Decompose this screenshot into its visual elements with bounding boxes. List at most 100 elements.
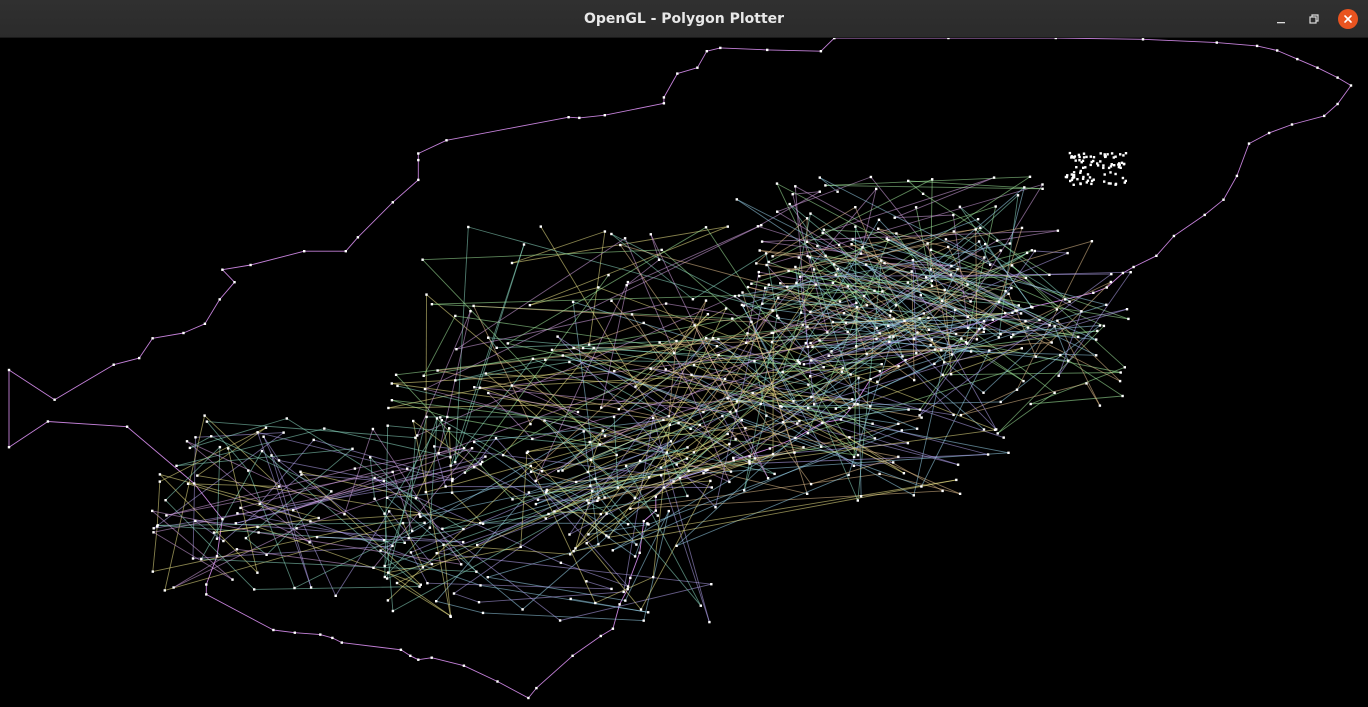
polygon-vertex (476, 544, 478, 546)
polygon-vertex (634, 555, 636, 557)
polygon-vertex (204, 323, 206, 325)
polygon-vertex (721, 415, 723, 417)
polygon-vertex (705, 337, 707, 339)
polygon-vertex (744, 427, 746, 429)
polygon-vertex (657, 514, 659, 516)
polygon-vertex (596, 500, 598, 502)
polygon-vertex (253, 588, 255, 590)
titlebar[interactable]: OpenGL - Polygon Plotter (0, 0, 1368, 38)
gl-canvas[interactable] (1, 38, 1367, 703)
polygon-vertex (959, 206, 961, 208)
polygon-vertex (1010, 336, 1012, 338)
polygon-vertex (907, 180, 909, 182)
polygon-vertex (955, 479, 957, 481)
polygon-vertex (913, 338, 915, 340)
polygon-vertex (930, 249, 932, 251)
polygon-vertex (1074, 155, 1076, 157)
polygon-vertex (716, 345, 718, 347)
maximize-button[interactable] (1304, 9, 1324, 29)
polygon-vertex (578, 117, 580, 119)
polygon-vertex (807, 346, 809, 348)
polygon-vertex (911, 270, 913, 272)
polygon-vertex (782, 421, 784, 423)
polygon-vertex (780, 406, 782, 408)
polygon-edge (432, 658, 464, 666)
polygon-vertex (473, 466, 475, 468)
polygon-edge (165, 416, 205, 591)
polygon-vertex (454, 461, 456, 463)
polygon-vertex (572, 347, 574, 349)
polygon-vertex (575, 481, 577, 483)
polygon-vertex (743, 489, 745, 491)
polygon-vertex (431, 303, 433, 305)
polygon-vertex (765, 264, 767, 266)
polygon-vertex (869, 378, 871, 380)
polygon-vertex (982, 392, 984, 394)
polygon-edge (1056, 38, 1143, 39)
polygon-vertex (318, 517, 320, 519)
minimize-button[interactable] (1271, 9, 1291, 29)
polygon-edge (55, 365, 114, 400)
polygon-vertex (404, 542, 406, 544)
polygon-vertex (262, 436, 264, 438)
polygon-vertex (655, 509, 657, 511)
polygon-vertex (1031, 249, 1033, 251)
polygon-vertex (478, 601, 480, 603)
polygon-vertex (1093, 156, 1095, 158)
polygon-vertex (627, 588, 629, 590)
polygon-vertex (441, 528, 443, 530)
polygon-vertex (663, 486, 665, 488)
polygon-vertex (869, 405, 871, 407)
polygon-vertex (422, 566, 424, 568)
polygon-vertex (811, 346, 813, 348)
polygon-vertex (1216, 41, 1218, 43)
polygon-vertex (571, 655, 573, 657)
polygon-vertex (236, 512, 238, 514)
polygon-vertex (464, 471, 466, 473)
polygon-vertex (463, 665, 465, 667)
polygon-vertex (913, 379, 915, 381)
polygon-vertex (557, 470, 559, 472)
polygon-vertex (182, 332, 184, 334)
polygon-vertex (1035, 355, 1037, 357)
polygon-vertex (759, 249, 761, 251)
polygon-vertex (853, 465, 855, 467)
polygon-vertex (881, 363, 883, 365)
polygon-vertex (894, 217, 896, 219)
polygon-vertex (677, 422, 679, 424)
polygon-edge (474, 467, 538, 500)
polygon-vertex (856, 403, 858, 405)
polygon-vertex (593, 347, 595, 349)
polygon-vertex (1076, 178, 1078, 180)
polygon-vertex (619, 244, 621, 246)
polygon-edge (943, 373, 1121, 375)
polygon-vertex (835, 407, 837, 409)
polygon-vertex (610, 233, 612, 235)
polygon-vertex (460, 563, 462, 565)
polygon-edge (139, 338, 152, 358)
polygon-vertex (1083, 153, 1085, 155)
polygon-vertex (736, 400, 738, 402)
polygon-vertex (754, 457, 756, 459)
polygon-edge (401, 650, 410, 656)
polygon-vertex (585, 580, 587, 582)
polygon-vertex (257, 531, 259, 533)
polygon-vertex (216, 538, 218, 540)
polygon-vertex (1011, 312, 1013, 314)
polygon-vertex (1078, 159, 1080, 161)
polygon-vertex (942, 374, 944, 376)
polygon-vertex (943, 361, 945, 363)
polygon-vertex (787, 270, 789, 272)
polygon-vertex (735, 409, 737, 411)
polygon-vertex (222, 540, 224, 542)
polygon-vertex (1068, 300, 1070, 302)
polygon-vertex (547, 513, 549, 515)
polygon-vertex (172, 586, 174, 588)
polygon-vertex (809, 311, 811, 313)
polygon-vertex (528, 491, 530, 493)
polygon-vertex (594, 478, 596, 480)
polygon-vertex (852, 238, 854, 240)
close-button[interactable] (1338, 9, 1358, 29)
polygon-vertex (892, 461, 894, 463)
polygon-vertex (345, 250, 347, 252)
